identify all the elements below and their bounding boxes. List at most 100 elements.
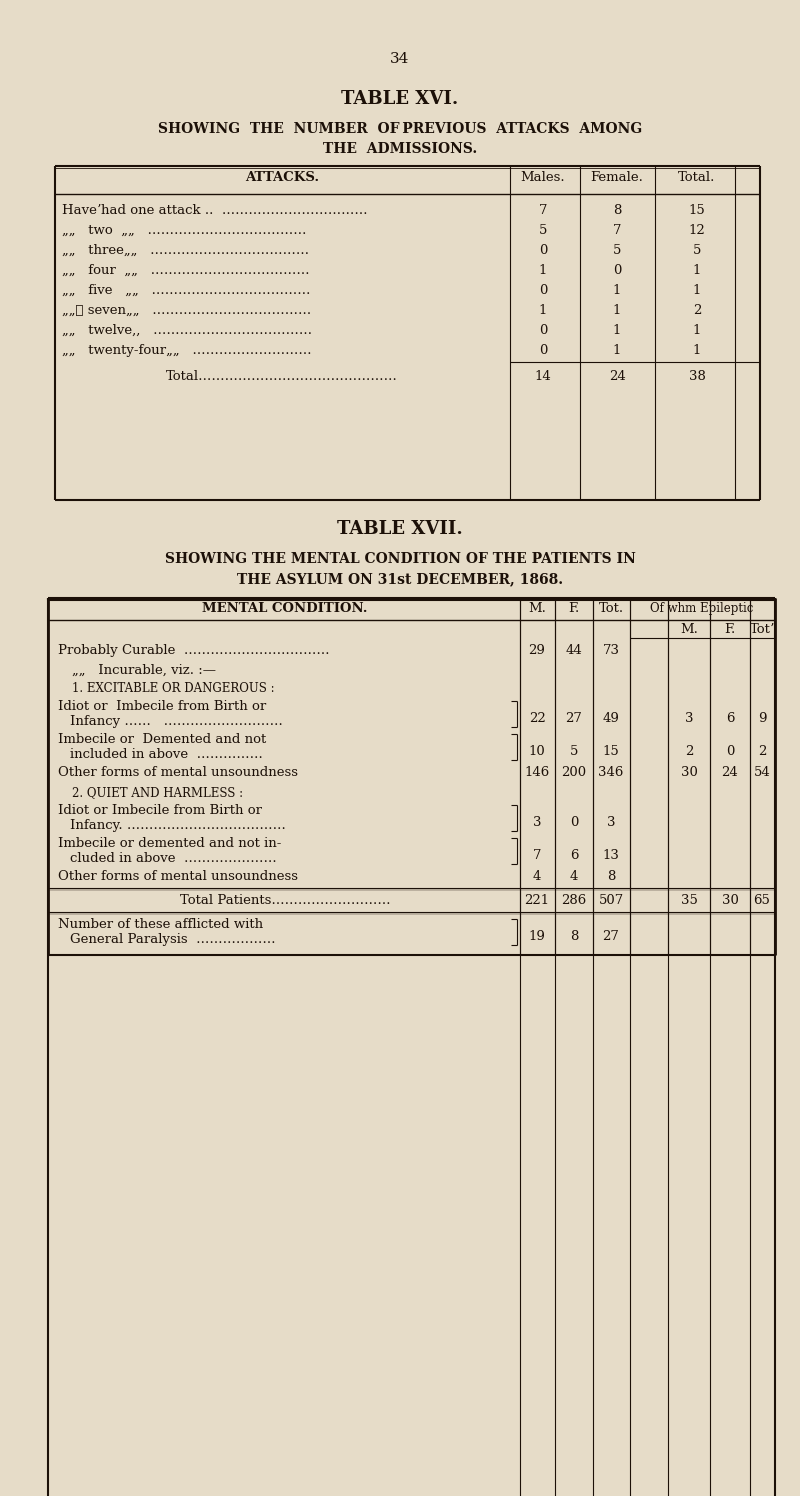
Text: 6: 6 (570, 850, 578, 862)
Text: 12: 12 (689, 224, 706, 236)
Text: 34: 34 (390, 52, 410, 66)
Text: 24: 24 (609, 370, 626, 383)
Text: 15: 15 (602, 745, 619, 758)
Text: 38: 38 (689, 370, 706, 383)
Text: 5: 5 (539, 224, 547, 236)
Text: M.: M. (680, 622, 698, 636)
Text: 1: 1 (693, 325, 701, 337)
Text: 27: 27 (566, 712, 582, 726)
Text: 1: 1 (613, 325, 621, 337)
Text: Totʼ: Totʼ (750, 622, 774, 636)
Text: 54: 54 (754, 766, 770, 779)
Text: 2: 2 (685, 745, 693, 758)
Text: „„‿ seven„„   ………………………………: „„‿ seven„„ ……………………………… (62, 304, 311, 317)
Text: Infancy. ………………………………: Infancy. ……………………………… (70, 818, 286, 832)
Text: Males.: Males. (521, 171, 566, 184)
Text: F.: F. (724, 622, 736, 636)
Text: 146: 146 (524, 766, 550, 779)
Text: 13: 13 (602, 850, 619, 862)
Text: 286: 286 (562, 895, 586, 907)
Text: 5: 5 (570, 745, 578, 758)
Text: SHOWING  THE  NUMBER  OF PREVIOUS  ATTACKS  AMONG: SHOWING THE NUMBER OF PREVIOUS ATTACKS A… (158, 123, 642, 136)
Text: 7: 7 (613, 224, 622, 236)
Text: „„   four  „„   ………………………………: „„ four „„ ……………………………… (62, 263, 310, 277)
Text: THE ASYLUM ON 31st DECEMBER, 1868.: THE ASYLUM ON 31st DECEMBER, 1868. (237, 571, 563, 586)
Text: 30: 30 (722, 895, 738, 907)
Text: 2: 2 (693, 304, 701, 317)
Text: 0: 0 (539, 344, 547, 358)
Text: TABLE XVII.: TABLE XVII. (337, 521, 463, 539)
Text: 49: 49 (602, 712, 619, 726)
Text: 3: 3 (533, 815, 542, 829)
Text: „„   three„„   ………………………………: „„ three„„ ……………………………… (62, 244, 309, 257)
Text: 1: 1 (539, 304, 547, 317)
Text: 5: 5 (693, 244, 701, 257)
Text: 19: 19 (529, 931, 546, 942)
Text: MENTAL CONDITION.: MENTAL CONDITION. (202, 601, 368, 615)
Text: Total Patients………………………: Total Patients……………………… (180, 895, 390, 907)
Text: 27: 27 (602, 931, 619, 942)
Text: 6: 6 (726, 712, 734, 726)
Text: 14: 14 (534, 370, 551, 383)
Text: „„   five   „„   ………………………………: „„ five „„ ……………………………… (62, 284, 310, 298)
Text: Tot.: Tot. (598, 601, 623, 615)
Text: SHOWING THE MENTAL CONDITION OF THE PATIENTS IN: SHOWING THE MENTAL CONDITION OF THE PATI… (165, 552, 635, 565)
Text: 30: 30 (681, 766, 698, 779)
Text: Imbecile or demented and not in-: Imbecile or demented and not in- (58, 836, 282, 850)
Text: 8: 8 (607, 871, 615, 883)
Text: 1: 1 (693, 263, 701, 277)
Text: THE  ADMISSIONS.: THE ADMISSIONS. (323, 142, 477, 156)
Text: 1: 1 (613, 284, 621, 298)
Text: 0: 0 (539, 325, 547, 337)
Text: 35: 35 (681, 895, 698, 907)
Text: Idiot or Imbecile from Birth or: Idiot or Imbecile from Birth or (58, 803, 262, 817)
Text: Infancy ……   ………………………: Infancy …… ……………………… (70, 715, 283, 729)
Text: Haveʼhad one attack ..  ……………………………: Haveʼhad one attack .. …………………………… (62, 203, 368, 217)
Text: General Paralysis  ………………: General Paralysis ……………… (70, 934, 276, 945)
Text: 346: 346 (598, 766, 624, 779)
Text: 3: 3 (606, 815, 615, 829)
Text: Female.: Female. (590, 171, 643, 184)
Text: 10: 10 (529, 745, 546, 758)
Text: 8: 8 (613, 203, 621, 217)
Text: „„   Incurable, viz. :—: „„ Incurable, viz. :— (72, 664, 216, 678)
Text: included in above  ……………: included in above …………… (70, 748, 263, 761)
Text: 1: 1 (613, 304, 621, 317)
Text: 4: 4 (570, 871, 578, 883)
Text: 7: 7 (533, 850, 542, 862)
Text: 3: 3 (685, 712, 694, 726)
Text: 0: 0 (539, 244, 547, 257)
Text: Total………………………………………: Total……………………………………… (166, 370, 398, 383)
Text: 1: 1 (693, 284, 701, 298)
Text: Other forms of mental unsoundness: Other forms of mental unsoundness (58, 871, 298, 883)
Text: Imbecile or  Demented and not: Imbecile or Demented and not (58, 733, 266, 747)
Text: 0: 0 (539, 284, 547, 298)
Text: Total.: Total. (678, 171, 716, 184)
Text: 15: 15 (689, 203, 706, 217)
Text: 44: 44 (566, 643, 582, 657)
Text: „„   twelve,,   ………………………………: „„ twelve,, ……………………………… (62, 325, 312, 337)
Text: 24: 24 (722, 766, 738, 779)
Text: 221: 221 (525, 895, 550, 907)
Text: 7: 7 (538, 203, 547, 217)
Text: 8: 8 (570, 931, 578, 942)
Text: 1: 1 (539, 263, 547, 277)
Text: 0: 0 (726, 745, 734, 758)
Text: Of whm Epileptic: Of whm Epileptic (650, 601, 754, 615)
Text: 2. QUIET AND HARMLESS :: 2. QUIET AND HARMLESS : (72, 785, 243, 799)
Text: cluded in above  …………………: cluded in above ………………… (70, 853, 277, 865)
Text: 0: 0 (613, 263, 621, 277)
Text: 2: 2 (758, 745, 766, 758)
Text: 1: 1 (693, 344, 701, 358)
Text: 0: 0 (570, 815, 578, 829)
Text: 22: 22 (529, 712, 546, 726)
Text: ATTACKS.: ATTACKS. (245, 171, 319, 184)
Text: M.: M. (528, 601, 546, 615)
Text: 9: 9 (758, 712, 766, 726)
Text: 65: 65 (754, 895, 770, 907)
Text: 1. EXCITABLE OR DANGEROUS :: 1. EXCITABLE OR DANGEROUS : (72, 682, 274, 696)
Text: 1: 1 (613, 344, 621, 358)
Text: 29: 29 (529, 643, 546, 657)
Text: „„   twenty-four„„   ………………………: „„ twenty-four„„ ……………………… (62, 344, 312, 358)
Text: „„   two  „„   ………………………………: „„ two „„ ……………………………… (62, 224, 306, 236)
